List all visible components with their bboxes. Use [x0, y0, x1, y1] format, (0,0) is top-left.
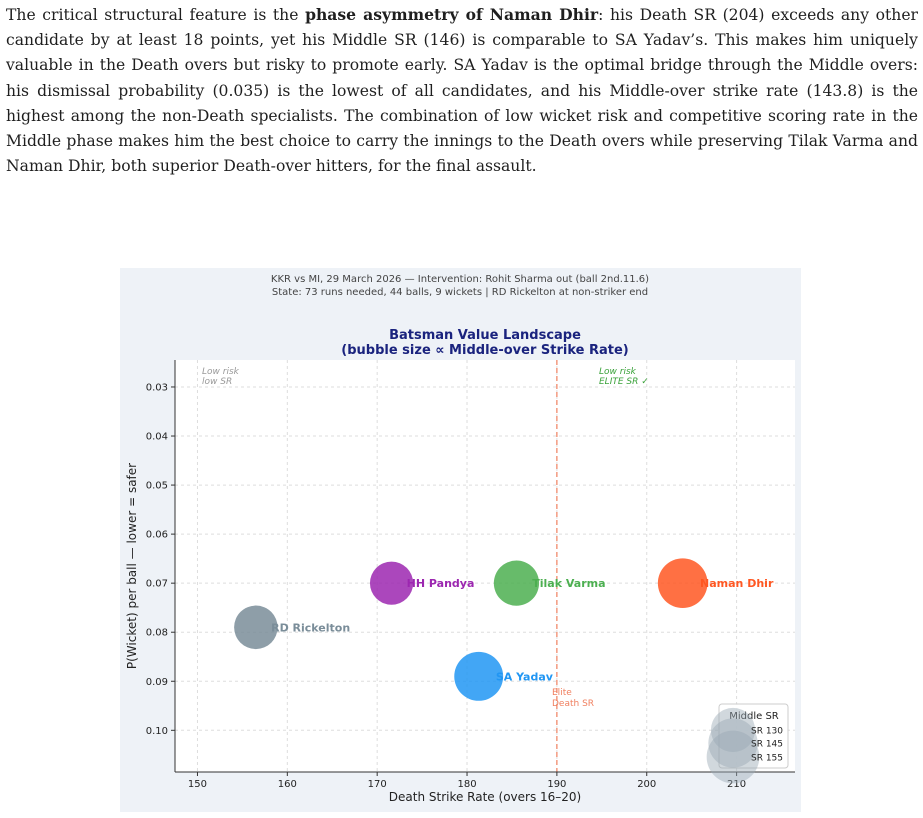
y-tick-label: 0.09: [146, 677, 168, 688]
size-legend: Middle SR SR 130 SR 145 SR 155: [706, 703, 789, 784]
bubble-hh-pandya: [369, 561, 414, 605]
bubble-naman-dhir: [657, 558, 708, 608]
grid-layer: [175, 360, 795, 772]
legend-entry-label: SR 155: [751, 754, 783, 764]
legend-title: Middle SR: [729, 711, 779, 722]
y-tick-label: 0.05: [146, 481, 168, 492]
x-tick-label: 190: [547, 779, 566, 790]
legend-entry-label: SR 145: [751, 740, 783, 750]
bubble-label-hh-pandya: HH Pandya: [407, 577, 475, 590]
analysis-paragraph: The critical structural feature is the p…: [6, 2, 918, 179]
elite-line-label-2: Death SR: [552, 699, 594, 709]
annotation-low-risk-elite-line2: ELITE SR ✓: [599, 377, 649, 387]
y-tick-label: 0.03: [146, 382, 168, 393]
x-tick-label: 180: [457, 779, 476, 790]
chart-title-line-2: (bubble size ∝ Middle-over Strike Rate): [341, 343, 628, 358]
legend-swatch: [710, 707, 756, 753]
bubble-label-sa-yadav: SA Yadav: [496, 670, 554, 683]
bubble-label-rd-rickelton: RD Rickelton: [271, 621, 350, 634]
legend-swatch: [708, 718, 758, 768]
header-line-2: State: 73 runs needed, 44 balls, 9 wicke…: [272, 287, 648, 298]
chart-title-line-1: Batsman Value Landscape: [389, 328, 581, 343]
y-tick-label: 0.07: [146, 579, 168, 590]
x-axis-label: Death Strike Rate (overs 16–20): [389, 790, 581, 804]
x-tick-label: 210: [727, 779, 746, 790]
legend-entry-label: SR 130: [751, 727, 783, 737]
header-line-1: KKR vs MI, 29 March 2026 — Intervention:…: [271, 274, 649, 285]
plot-area: [175, 360, 795, 772]
x-tick-label: 150: [188, 779, 207, 790]
bubble-label-naman-dhir: Naman Dhir: [700, 577, 774, 590]
paragraph-intro: The critical structural feature is the: [6, 6, 306, 24]
bubble-label-tilak-varma: Tilak Varma: [532, 577, 605, 590]
paragraph-emphasis: phase asymmetry of Naman Dhir: [305, 5, 599, 24]
y-tick-label: 0.04: [146, 432, 168, 443]
y-axis-label: P(Wicket) per ball — lower = safer: [125, 463, 139, 669]
label-layer: RD Rickelton HH Pandya Tilak Varma Naman Dh…: [271, 577, 774, 683]
annotation-low-risk-low-sr-line2: low SR: [202, 377, 232, 387]
axis-layer: 150 160 170 180 190 200 210 0.03 0.04 0.05 0.06 0.0…: [146, 360, 795, 790]
legend-box: [718, 703, 789, 769]
annotation-low-risk-elite-line1: Low risk: [599, 367, 637, 377]
paragraph-body: : his Death SR (204) exceeds any other c…: [6, 6, 919, 176]
legend-swatch: [706, 730, 760, 784]
annotation-low-risk-low-sr-line1: Low risk: [202, 367, 240, 377]
y-tick-label: 0.06: [146, 530, 168, 541]
bubble-layer: [234, 558, 708, 701]
bubble-rd-rickelton: [234, 605, 278, 650]
y-tick-label: 0.10: [146, 726, 168, 737]
x-tick-label: 170: [368, 779, 387, 790]
bubble-sa-yadav: [454, 651, 504, 701]
y-tick-label: 0.08: [146, 628, 168, 639]
elite-line-label-1: Elite: [552, 688, 572, 698]
x-tick-label: 160: [278, 779, 297, 790]
x-tick-label: 200: [637, 779, 656, 790]
bubble-tilak-varma: [493, 560, 540, 606]
